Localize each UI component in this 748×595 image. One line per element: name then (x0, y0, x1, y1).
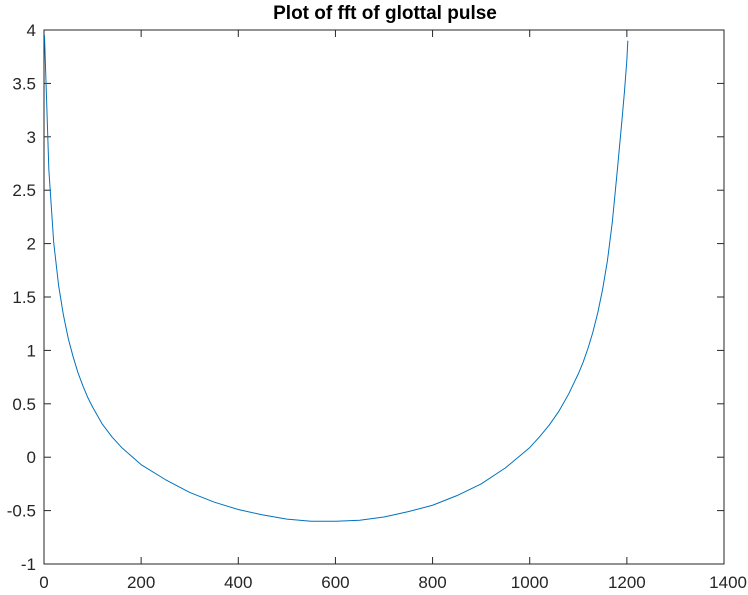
x-tick-label: 200 (127, 573, 155, 592)
plot-area (43, 29, 725, 565)
y-tick-label: 0 (27, 448, 36, 467)
y-tick-label: -1 (21, 555, 36, 574)
y-tick-label: 2 (27, 235, 36, 254)
series-lines (43, 35, 629, 522)
chart-title: Plot of fft of glottal pulse (273, 3, 497, 24)
y-tick-label: 4 (27, 21, 36, 40)
y-tick-label: 1.5 (12, 288, 36, 307)
series-line (43, 35, 629, 522)
x-tick-label: 400 (224, 573, 252, 592)
y-tick-label: 1 (27, 341, 36, 360)
x-tick-label: 800 (418, 573, 446, 592)
y-tick-label: 3 (27, 128, 36, 147)
x-tick-label: 600 (321, 573, 349, 592)
y-tick-label: 0.5 (12, 395, 36, 414)
x-tick-label: 1400 (709, 573, 747, 592)
y-tick-label: 3.5 (12, 74, 36, 93)
y-tick-label: -0.5 (7, 502, 36, 521)
x-axis-ticks: 0 200 400 600 800 1000 1200 1400 (39, 30, 747, 592)
y-tick-label: 2.5 (12, 181, 36, 200)
x-tick-label: 1200 (608, 573, 646, 592)
x-tick-label: 1000 (511, 573, 549, 592)
y-axis-ticks: -1 -0.5 0 0.5 1 1.5 2 2.5 3 3.5 4 (7, 21, 724, 574)
x-tick-label: 0 (39, 573, 48, 592)
